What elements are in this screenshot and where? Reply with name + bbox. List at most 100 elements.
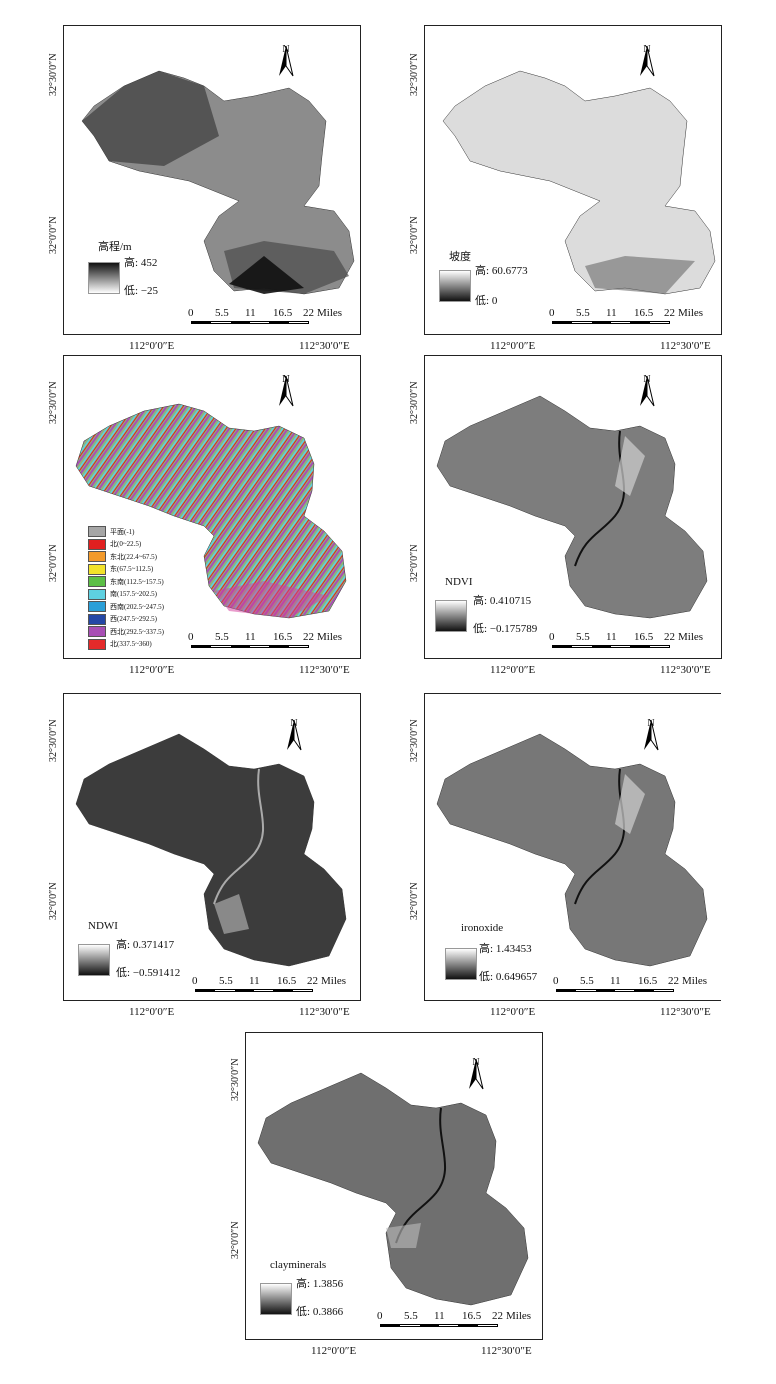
study-area-shape — [257, 1072, 529, 1306]
lon-label-left: 112°0′0″E — [490, 1006, 536, 1018]
lat-label-top: 32°30′0″N — [48, 719, 59, 762]
lat-label-mid: 32°0′0″N — [48, 216, 59, 254]
legend-title: clayminerals — [270, 1259, 327, 1271]
legend-ramp — [435, 600, 467, 632]
lat-label-top: 32°30′0″N — [230, 1058, 241, 1101]
aspect-swatch — [88, 563, 106, 575]
legend-low: 低: 0 — [475, 295, 498, 307]
aspect-swatch — [88, 588, 106, 600]
legend-low: 低: 0.649657 — [479, 971, 538, 983]
aspect-legend-item: 西北(292.5~337.5) — [88, 626, 164, 637]
aspect-swatch — [88, 538, 106, 550]
map-panel-slope: 32°30′0″N 32°0′0″N 112°0′0″E 112°30′0″E … — [409, 25, 722, 352]
lon-label-right: 112°30′0″E — [481, 1345, 532, 1357]
north-arrow-icon — [287, 719, 302, 751]
lat-label-top: 32°30′0″N — [409, 381, 420, 424]
legend-low: 低: −25 — [124, 285, 159, 297]
legend-ramp — [260, 1283, 292, 1315]
lat-label-top: 32°30′0″N — [48, 53, 59, 96]
lon-label-right: 112°30′0″E — [660, 1006, 711, 1018]
lon-label-left: 112°0′0″E — [490, 340, 536, 352]
north-arrow: N — [276, 374, 296, 407]
aspect-swatch — [88, 638, 106, 650]
map-panel-ndwi: 32°30′0″N 32°0′0″N 112°0′0″E 112°30′0″E … — [48, 693, 361, 1018]
lat-label-mid: 32°0′0″N — [409, 544, 420, 582]
aspect-swatch — [88, 576, 106, 587]
scale-bar: 0 5.5 11 16.5 22 Miles — [377, 1311, 540, 1331]
map-panel-elevation: 32°30′0″N 32°0′0″N 112°0′0″E 112°30′0″E … — [48, 25, 361, 352]
lon-label-right: 112°30′0″E — [660, 340, 711, 352]
aspect-legend-item: 东南(112.5~157.5) — [88, 576, 164, 587]
study-area-shape — [75, 403, 347, 619]
aspect-legend: 平面(-1) 北(0~22.5) 东北(22.4~67.5) 东(67.5~11… — [88, 526, 208, 656]
lon-label-right: 112°30′0″E — [299, 1006, 350, 1018]
lat-label-top: 32°30′0″N — [409, 53, 420, 96]
legend-title: NDVI — [445, 576, 473, 588]
lon-label-left: 112°0′0″E — [129, 340, 175, 352]
north-arrow: N — [641, 718, 661, 751]
study-area-shape — [442, 70, 716, 295]
lat-label-top: 32°30′0″N — [48, 381, 59, 424]
north-arrow-icon — [640, 45, 655, 77]
aspect-legend-item: 东(67.5~112.5) — [88, 563, 153, 575]
slope-raster — [442, 70, 716, 295]
aspect-swatch — [88, 613, 106, 625]
lat-label-top: 32°30′0″N — [409, 719, 420, 762]
lon-label-right: 112°30′0″E — [660, 664, 711, 676]
elevation-raster — [81, 70, 355, 295]
north-arrow: N — [637, 374, 657, 407]
lat-label-mid: 32°0′0″N — [409, 882, 420, 920]
lat-label-mid: 32°0′0″N — [409, 216, 420, 254]
lat-label-mid: 32°0′0″N — [48, 544, 59, 582]
map-panel-aspect: 32°30′0″N 32°0′0″N 112°0′0″E 112°30′0″E … — [48, 355, 361, 676]
lon-label-right: 112°30′0″E — [299, 664, 350, 676]
north-arrow-icon — [469, 1058, 484, 1090]
aspect-raster — [75, 403, 347, 619]
legend-title: NDWI — [88, 920, 118, 932]
scale-bar: 0 5.5 11 16.5 22 Miles — [188, 632, 351, 652]
aspect-legend-item: 北(0~22.5) — [88, 538, 141, 550]
aspect-swatch — [88, 626, 106, 637]
north-arrow-icon — [644, 719, 659, 751]
scale-bar: 0 5.5 11 16.5 22 Miles — [188, 308, 351, 328]
legend-low: 低: 0.3866 — [296, 1306, 344, 1318]
aspect-legend-item: 北(337.5~360) — [88, 638, 152, 650]
map-panel-ndvi: 32°30′0″N 32°0′0″N 112°0′0″E 112°30′0″E … — [409, 355, 722, 676]
ironoxide-raster — [436, 733, 708, 967]
north-arrow-icon — [279, 375, 294, 407]
aspect-swatch — [88, 551, 106, 562]
north-arrow: N — [276, 44, 296, 77]
lon-label-right: 112°30′0″E — [299, 340, 350, 352]
scale-bar: 0 5.5 11 16.5 22 Miles — [553, 976, 716, 996]
lat-label-mid: 32°0′0″N — [48, 882, 59, 920]
north-arrow: N — [284, 718, 304, 751]
legend-high: 高: 0.371417 — [116, 939, 175, 951]
legend-ramp — [88, 262, 120, 294]
north-arrow: N — [466, 1057, 486, 1090]
aspect-legend-item: 西(247.5~292.5) — [88, 613, 157, 625]
legend-high: 高: 1.43453 — [479, 943, 532, 955]
aspect-legend-item: 东北(22.4~67.5) — [88, 551, 157, 562]
legend-title: 坡度 — [449, 251, 471, 263]
scale-bar: 0 5.5 11 16.5 22 Miles — [549, 308, 712, 328]
aspect-swatch — [88, 601, 106, 612]
north-arrow-icon — [279, 45, 294, 77]
legend-high: 高: 0.410715 — [473, 595, 532, 607]
north-arrow: N — [637, 44, 657, 77]
legend-ramp — [445, 948, 477, 980]
clayminerals-raster — [257, 1072, 529, 1306]
legend-high: 高: 1.3856 — [296, 1278, 344, 1290]
study-area-shape — [436, 395, 708, 619]
scale-bar: 0 5.5 11 16.5 22 Miles — [549, 632, 712, 652]
map-panel-ironoxide: 32°30′0″N 32°0′0″N 112°0′0″E 112°30′0″E … — [409, 693, 721, 1018]
legend-title: ironoxide — [461, 922, 504, 934]
legend-low: 低: −0.591412 — [116, 967, 181, 979]
aspect-legend-item: 南(157.5~202.5) — [88, 588, 157, 600]
legend-low: 低: −0.175789 — [473, 623, 538, 635]
ndvi-raster — [436, 395, 708, 619]
map-panel-clayminerals: 32°30′0″N 32°0′0″N 112°0′0″E 112°30′0″E … — [230, 1032, 543, 1357]
aspect-legend-item: 西南(202.5~247.5) — [88, 601, 164, 612]
aspect-legend-item: 平面(-1) — [88, 526, 135, 537]
lon-label-left: 112°0′0″E — [129, 664, 175, 676]
lon-label-left: 112°0′0″E — [311, 1345, 357, 1357]
